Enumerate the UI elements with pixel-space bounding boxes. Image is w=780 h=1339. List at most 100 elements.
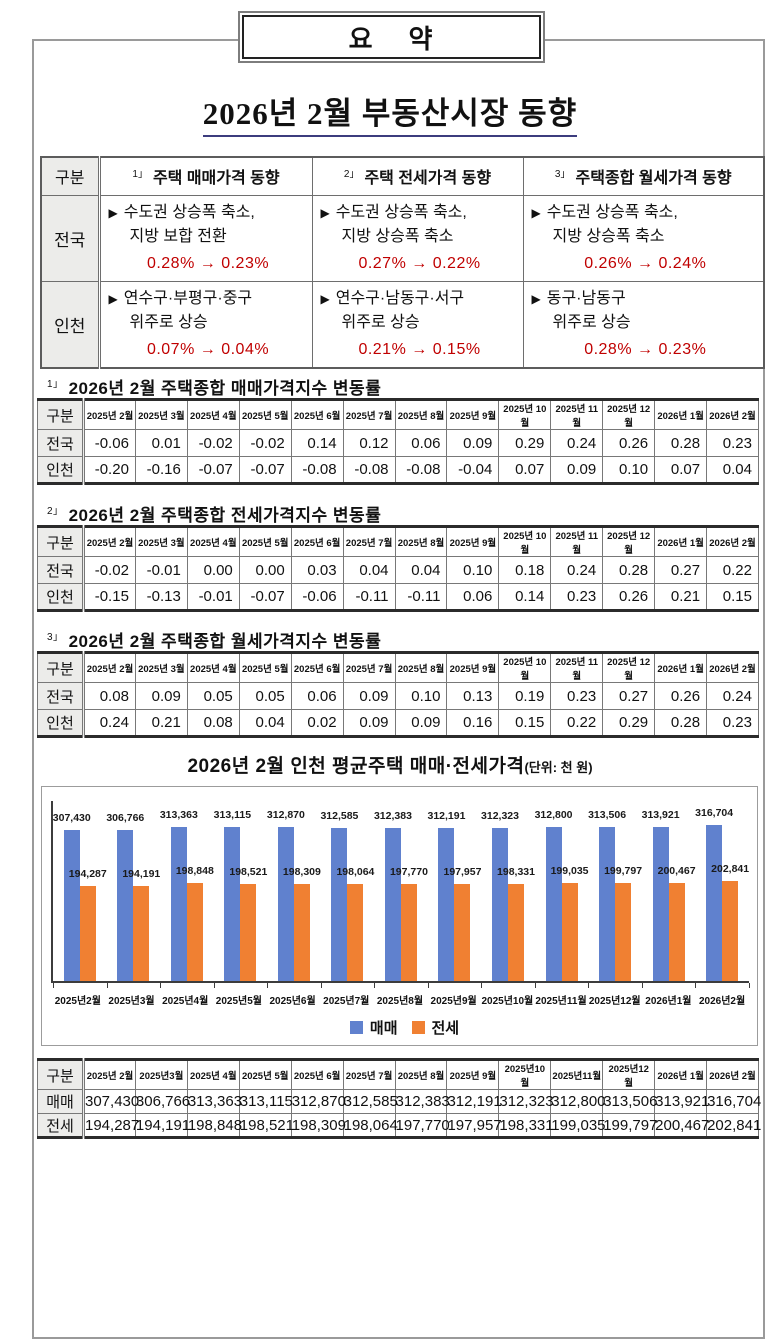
index-table-1-month-header: 2025년 2월 — [83, 399, 136, 430]
index-table-3-value: 0.05 — [238, 682, 292, 710]
price-table-month-header: 2025년 8월 — [394, 1059, 448, 1090]
price-table-value: 194,287 — [83, 1113, 139, 1138]
price-table-value: 198,848 — [186, 1113, 242, 1138]
index-table-3-month-header: 2025년 2월 — [83, 652, 136, 683]
index-table-1-month-header: 2026년 1월 — [654, 399, 708, 430]
price-table-value: 198,521 — [238, 1113, 294, 1138]
price-table-month-header: 2025년 7월 — [342, 1059, 396, 1090]
index-table-1-table: 구분 2025년 2월 2025년 3월 2025년 4월 2025년 5월 2025년 … — [37, 398, 759, 485]
index-table-2-month-header: 2025년 9월 — [446, 526, 500, 557]
chart-bar-group: 312,383 197,770 — [374, 801, 428, 981]
summary-cell: ▶ 연수구·남동구·서구 위주로 상승 0.21% → 0.15% — [311, 280, 524, 368]
footnote-ref: 1」 — [47, 379, 64, 391]
index-table-1-value: -0.08 — [342, 456, 396, 484]
index-table-1-month-header: 2026년 2월 — [706, 399, 759, 430]
bar-data-label: 199,797 — [604, 864, 643, 877]
index-table-3-value: 0.06 — [290, 682, 344, 710]
index-table-1-value: 0.14 — [290, 429, 344, 457]
index-table-3-month-header: 2025년 12월 — [602, 652, 656, 683]
summary-cell-line1-text: 연수구·부평구·중구 — [123, 289, 253, 307]
index-table-1-value: -0.02 — [238, 429, 292, 457]
bar-data-label: 313,921 — [641, 808, 680, 821]
index-table-1-month-header: 2025년 10월 — [498, 399, 552, 430]
index-table-title: 2026년 2월 주택종합 매매가격지수 변동률 — [68, 379, 382, 398]
chart-bar-group: 316,704 202,841 — [695, 801, 749, 981]
index-table-3-month-header: 2025년 11월 — [550, 652, 604, 683]
chart-x-label: 2025년4월 — [162, 996, 209, 1007]
price-bar-chart: 307,430 194,287 306,766 194,191 313,363 198,8… — [41, 786, 758, 1046]
index-table-3-month-header: 2025년 9월 — [446, 652, 500, 683]
chart-x-label: 2025년3월 — [108, 996, 155, 1007]
section-monthly-rent-index: 3」 2026년 2월 주택종합 월세가격지수 변동률 구분 2025년 2월 2025… — [37, 627, 759, 738]
summary-cell-line2: 위주로 상승 — [552, 313, 631, 331]
index-table-2-value: 0.26 — [602, 583, 656, 611]
index-table-1-value: 0.09 — [446, 429, 500, 457]
price-table-value: 202,841 — [706, 1113, 761, 1138]
price-table-value: 313,115 — [238, 1089, 293, 1114]
summary-cell-line1: ▶ 수도권 상승폭 축소, — [532, 201, 760, 225]
index-table-2-value: 0.18 — [498, 556, 552, 584]
summary-row: 인천 ▶ 연수구·부평구·중구 위주로 상승 0.07% → 0.04% ▶ 연수구·남동구… — [40, 280, 765, 368]
index-table-3-month-header: 2026년 2월 — [706, 652, 759, 683]
chart-x-label: 2025년6월 — [269, 996, 316, 1007]
price-table-value: 198,064 — [342, 1113, 398, 1138]
page-title: 2026년 2월 부동산시장 동향 — [0, 88, 780, 137]
index-table-2-value: 0.00 — [186, 556, 240, 584]
page-title-text: 2026년 2월 부동산시장 동향 — [202, 96, 578, 137]
index-table-1-value: 0.29 — [498, 429, 552, 457]
footnote-ref: 1」 — [132, 168, 148, 180]
index-table-3-month-header: 2025년 3월 — [134, 652, 188, 683]
bullet-triangle-icon: ▶ — [531, 205, 541, 220]
price-table-table: 구분 2025년 2월 2025년3월 2025년 4월 2025년 5월 2025년 6… — [37, 1058, 761, 1139]
chart-bar-group: 312,191 197,957 — [428, 801, 481, 981]
axis-tick — [749, 983, 750, 988]
index-table-3-corner-label: 구분 — [37, 652, 85, 683]
sale-bar: 306,766 — [106, 812, 144, 981]
chart-x-axis-labels: 2025년2월 2025년3월 2025년4월 2025년5월 2025년6월 2025년… — [51, 992, 749, 1007]
chart-bar-group: 313,363 198,848 — [160, 801, 214, 981]
index-table-3-month-header: 2025년 6월 — [290, 652, 344, 683]
price-table-month-header: 2025년 5월 — [238, 1059, 292, 1090]
chart-x-label: 2025년12월 — [588, 996, 641, 1007]
index-table-2-value: 0.23 — [550, 583, 604, 611]
summary-cell: ▶ 연수구·부평구·중구 위주로 상승 0.07% → 0.04% — [98, 280, 313, 368]
summary-cell-line1: ▶ 동구·남동구 — [532, 287, 760, 311]
price-table-value: 312,191 — [446, 1089, 502, 1114]
summary-col-header: 2」 주택 전세가격 동향 — [311, 156, 524, 196]
summary-cell: ▶ 수도권 상승폭 축소, 지방 보합 전환 0.28% → 0.23% — [98, 194, 313, 282]
summary-cell-line1: ▶ 연수구·부평구·중구 — [109, 287, 308, 311]
axis-tick — [160, 983, 162, 988]
index-table-2-value: 0.04 — [394, 556, 448, 584]
index-table-heading: 2」 2026년 2월 주택종합 전세가격지수 변동률 — [37, 501, 759, 525]
index-table-3-value: 0.08 — [83, 682, 136, 710]
index-table-2-month-header: 2025년 3월 — [134, 526, 188, 557]
index-table-2-value: 0.22 — [706, 556, 759, 584]
index-table-1-month-header: 2025년 12월 — [602, 399, 656, 430]
price-table-row-label: 전세 — [37, 1113, 85, 1138]
bar-data-label: 312,585 — [320, 809, 359, 822]
jeonse-bar: 197,770 — [390, 866, 428, 981]
index-table-3-value: 0.29 — [602, 709, 656, 737]
index-table-2-value: 0.03 — [290, 556, 344, 584]
footnote-ref: 2」 — [47, 506, 64, 518]
index-table-2-month-header: 2025년 4월 — [186, 526, 240, 557]
index-table-2-row: 전국 -0.02 -0.01 0.00 0.00 0.03 0.04 0.04 0.10 0.18… — [37, 556, 759, 584]
bar-data-label: 198,331 — [497, 865, 535, 878]
bar-data-label: 194,191 — [122, 867, 161, 880]
index-table-heading: 1」 2026년 2월 주택종합 매매가격지수 변동률 — [37, 374, 759, 398]
jeonse-bar: 202,841 — [711, 863, 749, 981]
index-table-2-header-row: 구분 2025년 2월 2025년 3월 2025년 4월 2025년 5월 2025년 … — [37, 526, 759, 557]
index-table-2-month-header: 2025년 6월 — [290, 526, 344, 557]
index-table-2-month-header: 2025년 10월 — [498, 526, 552, 557]
index-table-title: 2026년 2월 주택종합 전세가격지수 변동률 — [68, 506, 382, 525]
bullet-triangle-icon: ▶ — [531, 291, 541, 306]
price-table-value: 307,430 — [83, 1089, 139, 1114]
price-table-value: 312,323 — [498, 1089, 554, 1114]
sale-bar: 307,430 — [53, 812, 91, 981]
price-table-value: 312,383 — [394, 1089, 450, 1114]
price-table-month-header: 2025년 6월 — [290, 1059, 344, 1090]
bar-data-label: 194,287 — [68, 867, 107, 880]
jeonse-legend-swatch — [411, 1021, 425, 1034]
index-table-3-row: 인천 0.24 0.21 0.08 0.04 0.02 0.09 0.09 0.16 0.15 0.… — [37, 709, 759, 737]
summary-cell-change: 0.28% → 0.23% — [584, 340, 707, 358]
